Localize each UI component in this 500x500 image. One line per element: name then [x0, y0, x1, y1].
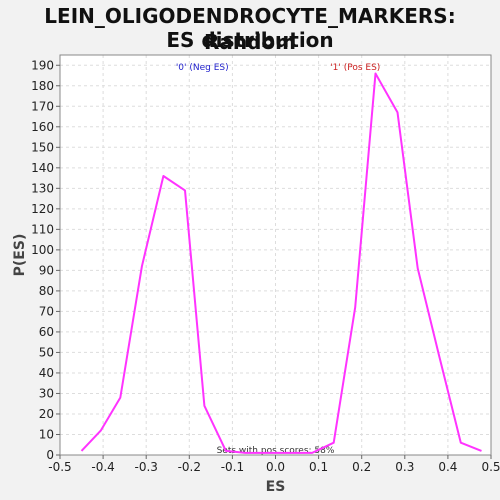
y-tick-label: 170	[31, 99, 54, 113]
y-tick-label: 120	[31, 202, 54, 216]
x-tick-label: 0.1	[309, 460, 328, 474]
x-axis-label: ES	[266, 479, 286, 495]
y-tick-label: 80	[39, 284, 54, 298]
y-axis-label: P(ES)	[12, 234, 28, 277]
y-tick-label: 40	[39, 366, 54, 380]
x-tick-label: -0.5	[48, 460, 71, 474]
neg-es-label: '0' (Neg ES)	[176, 63, 229, 73]
y-tick-label: 50	[39, 345, 54, 359]
x-tick-label: 0.2	[352, 460, 371, 474]
y-tick-label: 130	[31, 181, 54, 195]
y-tick-label: 70	[39, 304, 54, 318]
y-tick-label: 150	[31, 140, 54, 154]
x-tick-label: -0.2	[178, 460, 201, 474]
y-tick-label: 20	[39, 407, 54, 421]
y-tick-label: 90	[39, 263, 54, 277]
x-tick-label: -0.4	[91, 460, 114, 474]
x-tick-label: 0.3	[395, 460, 414, 474]
x-tick-label: 0.5	[481, 460, 500, 474]
y-tick-label: 160	[31, 120, 54, 134]
y-tick-label: 110	[31, 222, 54, 236]
y-tick-label: 140	[31, 161, 54, 175]
x-tick-label: 0.4	[438, 460, 457, 474]
y-tick-label: 0	[46, 448, 54, 462]
y-tick-label: 180	[31, 79, 54, 93]
x-tick-label: -0.1	[221, 460, 244, 474]
y-tick-label: 190	[31, 58, 54, 72]
y-tick-label: 30	[39, 386, 54, 400]
y-tick-label: 10	[39, 427, 54, 441]
y-tick-label: 100	[31, 243, 54, 257]
y-tick-label: 60	[39, 325, 54, 339]
x-tick-label: -0.3	[134, 460, 157, 474]
x-tick-label: 0.0	[266, 460, 285, 474]
pos-es-label: '1' (Pos ES)	[330, 63, 380, 73]
